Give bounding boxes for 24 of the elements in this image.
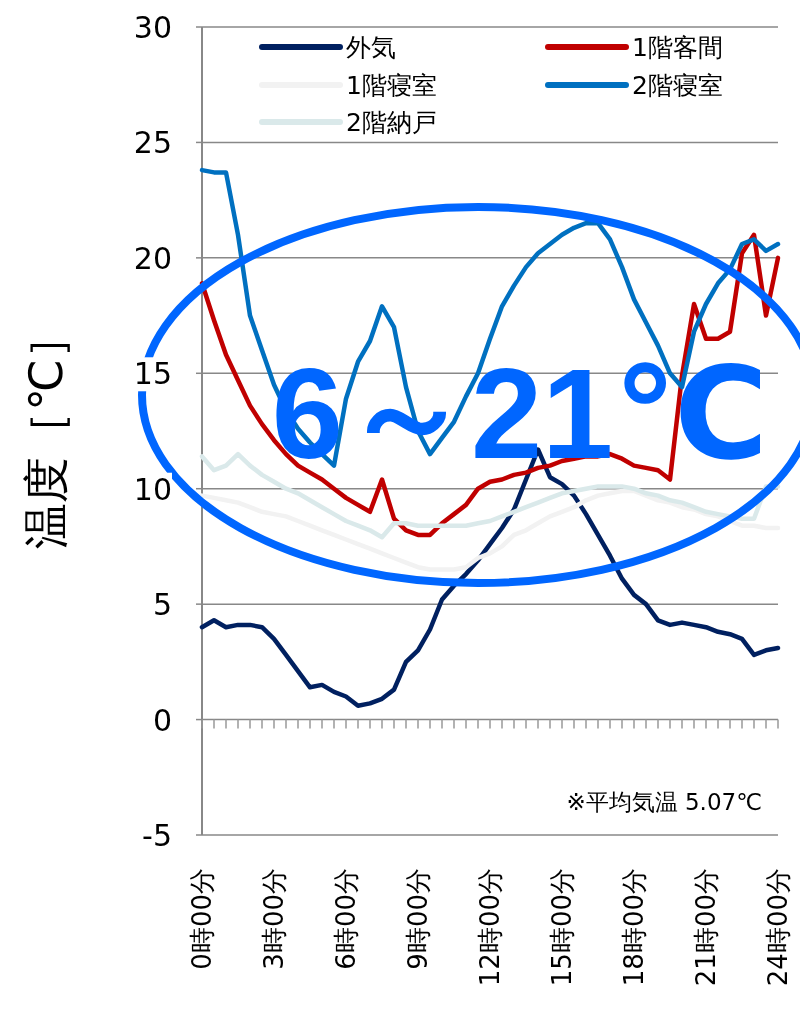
y-axis-title: 温度［℃］ xyxy=(19,313,73,549)
x-tick-label: 6時00分 xyxy=(331,868,361,970)
x-tick-label: 12時00分 xyxy=(475,868,505,987)
legend-label: 2階寝室 xyxy=(632,71,723,100)
y-tick-label: 5 xyxy=(152,587,172,623)
x-tick-label: 0時00分 xyxy=(187,868,217,970)
x-tick-label: 3時00分 xyxy=(259,868,289,970)
y-tick-label: 20 xyxy=(133,240,172,276)
x-tick-label: 9時00分 xyxy=(403,868,433,970)
y-tick-label: 30 xyxy=(133,10,172,45)
y-tick-label: 0 xyxy=(152,702,172,738)
y-tick-label: 10 xyxy=(133,471,172,507)
x-tick-label: 24時00分 xyxy=(763,868,793,987)
legend-label: 2階納戸 xyxy=(346,108,437,137)
x-tick-label: 21時00分 xyxy=(691,868,721,987)
y-tick-label: 25 xyxy=(133,125,172,161)
legend-label: 外気 xyxy=(346,33,396,62)
legend-label: 1階寝室 xyxy=(346,71,437,100)
x-tick-label: 18時00分 xyxy=(619,868,649,987)
legend-label: 1階客間 xyxy=(632,33,723,62)
y-tick-label: -5 xyxy=(142,818,172,853)
annotation: ※平均気温 5.07℃ xyxy=(566,789,762,815)
y-tick-label: 15 xyxy=(133,356,172,392)
x-tick-label: 15時00分 xyxy=(547,868,577,987)
